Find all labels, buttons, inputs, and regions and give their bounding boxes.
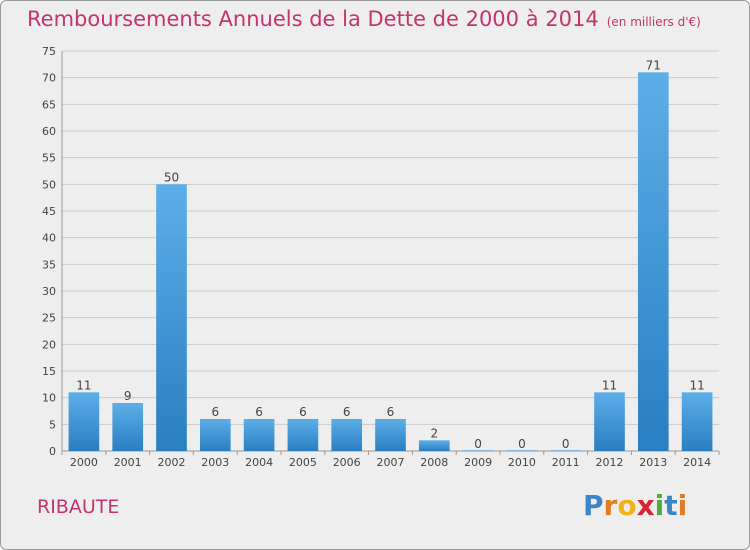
y-tick-label: 60 — [42, 125, 56, 138]
data-label-2007: 6 — [387, 405, 395, 419]
data-label-2000: 11 — [76, 378, 91, 392]
bar-2006 — [331, 419, 363, 451]
data-label-2012: 11 — [602, 378, 617, 392]
y-tick-label: 75 — [42, 45, 56, 58]
bar-2014 — [681, 392, 713, 451]
bar-2007 — [375, 419, 406, 451]
bar-2009 — [462, 450, 494, 451]
commune-name: RIBAUTE — [37, 496, 120, 518]
y-tick-label: 35 — [42, 258, 56, 271]
y-tick-label: 50 — [42, 178, 56, 191]
y-tick-label: 70 — [42, 72, 56, 85]
data-label-2014: 11 — [689, 378, 704, 392]
x-tick-label-2011: 2011 — [552, 456, 580, 469]
data-label-2010: 0 — [518, 437, 526, 451]
bar-2005 — [287, 419, 319, 451]
bar-layer — [68, 72, 713, 452]
chart-unit: (en milliers d'€) — [606, 15, 701, 29]
x-tick-label-2001: 2001 — [114, 456, 142, 469]
x-tick-label-2009: 2009 — [464, 456, 492, 469]
x-tick-label-2000: 2000 — [70, 456, 98, 469]
x-tick-label-2003: 2003 — [201, 456, 229, 469]
y-tick-label: 0 — [49, 445, 56, 458]
logo-letter: P — [583, 489, 604, 522]
y-tick-label: 45 — [42, 205, 56, 218]
data-label-2004: 6 — [255, 405, 263, 419]
bar-2013 — [637, 72, 669, 451]
data-label-2006: 6 — [343, 405, 351, 419]
y-tick-label: 30 — [42, 285, 56, 298]
x-tick-label-2012: 2012 — [596, 456, 624, 469]
y-tick-label: 65 — [42, 98, 56, 111]
x-tick-label-2005: 2005 — [289, 456, 317, 469]
bar-2011 — [550, 450, 582, 451]
data-label-2011: 0 — [562, 437, 570, 451]
data-label-2013: 71 — [646, 58, 661, 72]
proxiti-logo: Proxiti — [583, 489, 687, 522]
y-tick-label: 5 — [49, 418, 56, 431]
x-tick-label-2004: 2004 — [245, 456, 273, 469]
y-tick-label: 15 — [42, 365, 56, 378]
y-tick-label: 10 — [42, 392, 56, 405]
bar-2012 — [594, 392, 625, 451]
data-label-2002: 50 — [164, 170, 179, 184]
label-layer: 1120009200150200262003620046200562006620… — [70, 58, 711, 469]
logo-letter: x — [636, 489, 655, 522]
x-tick-label-2010: 2010 — [508, 456, 536, 469]
chart-title-text: Remboursements Annuels de la Dette de 20… — [27, 7, 599, 31]
data-label-2001: 9 — [124, 389, 132, 403]
data-label-2003: 6 — [211, 405, 219, 419]
logo-letter: i — [654, 489, 665, 522]
logo-letter: r — [603, 489, 618, 522]
bar-2001 — [112, 403, 144, 451]
data-label-2009: 0 — [474, 437, 482, 451]
x-tick-label-2002: 2002 — [158, 456, 186, 469]
x-tick-label-2013: 2013 — [639, 456, 667, 469]
chart-title: Remboursements Annuels de la Dette de 20… — [27, 7, 701, 31]
bar-2000 — [68, 392, 100, 451]
data-label-2005: 6 — [299, 405, 307, 419]
data-label-2008: 2 — [430, 426, 438, 440]
logo-letter: t — [664, 489, 678, 522]
bar-2002 — [156, 184, 187, 452]
bar-2010 — [506, 450, 538, 451]
bar-2004 — [243, 419, 275, 451]
x-tick-label-2008: 2008 — [420, 456, 448, 469]
x-tick-label-2007: 2007 — [377, 456, 405, 469]
logo-letter: i — [677, 489, 688, 522]
logo-letter: o — [617, 489, 637, 522]
bar-2003 — [199, 419, 231, 451]
bar-2008 — [418, 440, 450, 451]
x-tick-label-2014: 2014 — [683, 456, 711, 469]
y-tick-label: 20 — [42, 338, 56, 351]
y-tick-label: 25 — [42, 312, 56, 325]
x-tick-label-2006: 2006 — [333, 456, 361, 469]
y-tick-label: 40 — [42, 232, 56, 245]
y-tick-label: 55 — [42, 152, 56, 165]
